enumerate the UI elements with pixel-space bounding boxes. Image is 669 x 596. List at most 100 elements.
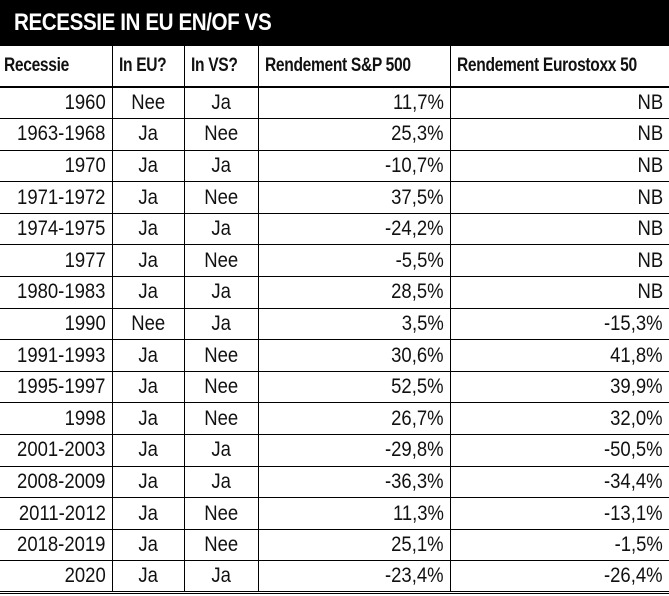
header-row: Recessie In EU? In VS? Rendement S&P 500… <box>0 46 669 88</box>
cell-in-eu: Ja <box>111 276 184 309</box>
cell-in-vs: Nee <box>183 497 258 530</box>
cell-rendement-eurostoxx50: 41,8% <box>449 339 669 372</box>
cell-in-eu: Ja <box>111 371 184 404</box>
table-row: 1995-1997 Ja Nee 52,5% 39,9% <box>0 371 669 404</box>
cell-in-eu: Ja <box>111 244 184 278</box>
cell-recessie: 1977 <box>0 244 112 278</box>
cell-in-eu: Ja <box>111 402 184 436</box>
cell-rendement-eurostoxx50: -1,5% <box>449 529 669 562</box>
cell-rendement-eurostoxx50: -13,1% <box>449 497 669 530</box>
cell-rendement-eurostoxx50: -34,4% <box>449 466 669 499</box>
cell-recessie: 2008-2009 <box>0 466 112 499</box>
header-recessie: Recessie <box>0 46 112 88</box>
cell-in-vs: Nee <box>183 181 258 214</box>
cell-in-eu: Ja <box>111 118 184 151</box>
cell-in-eu: Nee <box>111 87 184 120</box>
cell-rendement-eurostoxx50: NB <box>449 181 669 214</box>
cell-in-eu: Ja <box>111 181 184 214</box>
table-row: 1990 Nee Ja 3,5% -15,3% <box>0 308 669 341</box>
cell-in-vs: Ja <box>183 213 258 246</box>
cell-in-eu: Ja <box>111 497 184 530</box>
header-in-eu: In EU? <box>111 46 184 88</box>
cell-rendement-sp500: -5,5% <box>257 244 450 278</box>
cell-in-vs: Ja <box>183 434 258 467</box>
cell-rendement-eurostoxx50: -15,3% <box>449 308 669 341</box>
cell-in-vs: Ja <box>183 150 258 183</box>
table-row: 1974-1975 Ja Ja -24,2% NB <box>0 213 669 246</box>
cell-in-vs: Ja <box>183 87 258 120</box>
header-rendement-sp500: Rendement S&P 500 <box>257 46 450 88</box>
cell-recessie: 1963-1968 <box>0 118 112 151</box>
cell-rendement-sp500: 52,5% <box>257 371 450 404</box>
cell-in-vs: Ja <box>183 308 258 341</box>
table-row: 2018-2019 Ja Nee 25,1% -1,5% <box>0 529 669 562</box>
header-rendement-eurostoxx50: Rendement Eurostoxx 50 <box>449 46 669 88</box>
table-row: 1963-1968 Ja Nee 25,3% NB <box>0 118 669 151</box>
cell-in-vs: Ja <box>183 466 258 499</box>
cell-rendement-sp500: 11,7% <box>257 87 450 120</box>
cell-rendement-sp500: -36,3% <box>257 466 450 499</box>
cell-in-vs: Nee <box>183 529 258 562</box>
cell-recessie: 1990 <box>0 308 112 341</box>
cell-rendement-eurostoxx50: NB <box>449 213 669 246</box>
cell-in-vs: Nee <box>183 244 258 278</box>
table-row: 2011-2012 Ja Nee 11,3% -13,1% <box>0 497 669 530</box>
table-row: 1977 Ja Nee -5,5% NB <box>0 244 669 278</box>
cell-recessie: 1970 <box>0 150 112 183</box>
table-body: 1960 Nee Ja 11,7% NB 1963-1968 Ja Nee 25,3% NB 197… <box>0 87 669 594</box>
cell-recessie: 1998 <box>0 402 112 436</box>
table-row: 1960 Nee Ja 11,7% NB <box>0 87 669 120</box>
cell-recessie: 1991-1993 <box>0 339 112 372</box>
cell-in-eu: Ja <box>111 466 184 499</box>
cell-rendement-sp500: 3,5% <box>257 308 450 341</box>
cell-in-eu: Ja <box>111 560 184 594</box>
cell-rendement-sp500: -10,7% <box>257 150 450 183</box>
cell-rendement-eurostoxx50: 32,0% <box>449 402 669 436</box>
cell-recessie: 1995-1997 <box>0 371 112 404</box>
cell-rendement-eurostoxx50: NB <box>449 244 669 278</box>
cell-in-eu: Ja <box>111 529 184 562</box>
table-row: 2008-2009 Ja Ja -36,3% -34,4% <box>0 466 669 499</box>
table-row: 1970 Ja Ja -10,7% NB <box>0 150 669 183</box>
cell-in-vs: Nee <box>183 118 258 151</box>
cell-in-vs: Nee <box>183 402 258 436</box>
cell-in-vs: Ja <box>183 276 258 309</box>
cell-rendement-eurostoxx50: -26,4% <box>449 560 669 594</box>
cell-recessie: 2020 <box>0 560 112 594</box>
cell-rendement-eurostoxx50: NB <box>449 276 669 309</box>
table-row: 1971-1972 Ja Nee 37,5% NB <box>0 181 669 214</box>
cell-rendement-sp500: -24,2% <box>257 213 450 246</box>
cell-rendement-eurostoxx50: NB <box>449 150 669 183</box>
cell-rendement-sp500: 37,5% <box>257 181 450 214</box>
table-row: 1991-1993 Ja Nee 30,6% 41,8% <box>0 339 669 372</box>
cell-in-eu: Ja <box>111 213 184 246</box>
cell-recessie: 2011-2012 <box>0 497 112 530</box>
cell-rendement-eurostoxx50: -50,5% <box>449 434 669 467</box>
table-row: 2001-2003 Ja Ja -29,8% -50,5% <box>0 434 669 467</box>
cell-rendement-sp500: 25,3% <box>257 118 450 151</box>
cell-rendement-sp500: -23,4% <box>257 560 450 594</box>
table-row: 1998 Ja Nee 26,7% 32,0% <box>0 402 669 436</box>
cell-rendement-sp500: -29,8% <box>257 434 450 467</box>
cell-recessie: 1980-1983 <box>0 276 112 309</box>
cell-in-vs: Nee <box>183 371 258 404</box>
cell-rendement-sp500: 28,5% <box>257 276 450 309</box>
cell-rendement-eurostoxx50: NB <box>449 87 669 120</box>
cell-rendement-sp500: 25,1% <box>257 529 450 562</box>
cell-in-eu: Ja <box>111 150 184 183</box>
cell-in-vs: Ja <box>183 560 258 594</box>
cell-recessie: 2001-2003 <box>0 434 112 467</box>
cell-rendement-sp500: 26,7% <box>257 402 450 436</box>
cell-recessie: 1974-1975 <box>0 213 112 246</box>
cell-rendement-eurostoxx50: NB <box>449 118 669 151</box>
cell-recessie: 1960 <box>0 87 112 120</box>
recession-table: Recessie In EU? In VS? Rendement S&P 500… <box>0 46 669 594</box>
table-row: 1980-1983 Ja Ja 28,5% NB <box>0 276 669 309</box>
cell-recessie: 2018-2019 <box>0 529 112 562</box>
cell-rendement-sp500: 30,6% <box>257 339 450 372</box>
cell-rendement-eurostoxx50: 39,9% <box>449 371 669 404</box>
title-bar: RECESSIE IN EU EN/OF VS <box>0 0 669 46</box>
cell-recessie: 1971-1972 <box>0 181 112 214</box>
table-title: RECESSIE IN EU EN/OF VS <box>14 9 272 36</box>
